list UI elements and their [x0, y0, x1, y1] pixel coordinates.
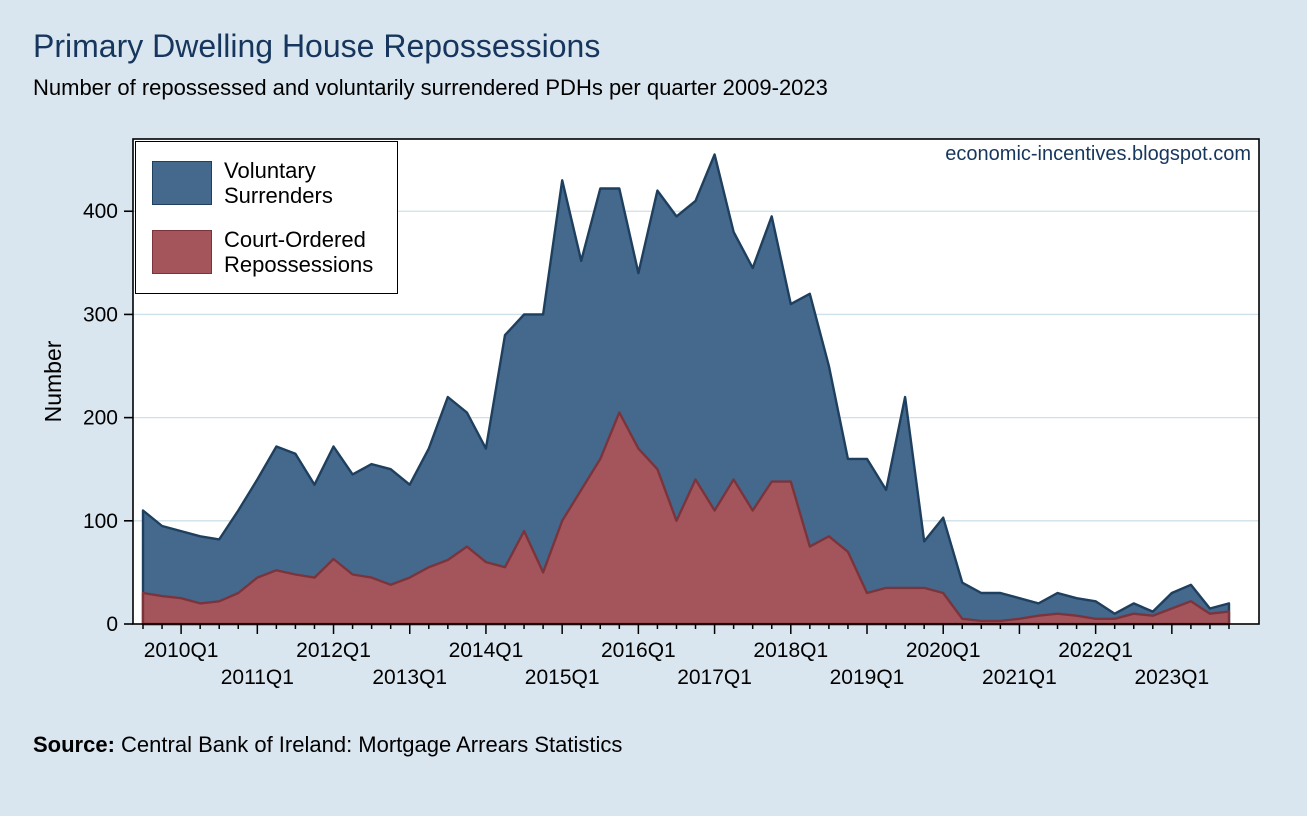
legend-label-court-ordered-repossessions: Court-Ordered Repossessions	[224, 227, 373, 278]
legend-label-line: Voluntary	[224, 158, 316, 183]
chart-subtitle: Number of repossessed and voluntarily su…	[33, 75, 828, 100]
page: Primary Dwelling House Repossessions Num…	[33, 28, 1283, 758]
legend-swatch-voluntary-surrenders	[152, 161, 212, 206]
svg-text:400: 400	[83, 200, 118, 223]
svg-text:2015Q1: 2015Q1	[525, 666, 600, 689]
svg-text:300: 300	[83, 303, 118, 326]
repossessions-stacked-area-chart: 01002003004002010Q12011Q12012Q12013Q1201…	[40, 138, 1260, 689]
svg-text:2022Q1: 2022Q1	[1058, 639, 1133, 662]
svg-text:200: 200	[83, 407, 118, 430]
svg-text:2017Q1: 2017Q1	[677, 666, 752, 689]
svg-text:0: 0	[106, 613, 118, 636]
watermark-text: economic-incentives.blogspot.com	[945, 143, 1251, 165]
svg-text:2014Q1: 2014Q1	[449, 639, 524, 662]
svg-text:Number: Number	[40, 340, 66, 422]
legend: Voluntary Surrenders Court-Ordered Reposse…	[135, 141, 399, 295]
svg-text:100: 100	[83, 510, 118, 533]
legend-label-line: Surrenders	[224, 183, 333, 209]
svg-text:2013Q1: 2013Q1	[372, 666, 447, 689]
svg-text:2019Q1: 2019Q1	[830, 666, 905, 689]
legend-item-court-ordered-repossessions: Court-Ordered Repossessions	[152, 227, 373, 278]
legend-label-line: Repossessions	[224, 251, 374, 277]
page-title: Primary Dwelling House Repossessions	[33, 28, 601, 64]
svg-text:2016Q1: 2016Q1	[601, 639, 676, 662]
legend-label-line: Court-Ordered	[224, 226, 366, 252]
legend-label-voluntary-surrenders: Voluntary Surrenders	[224, 158, 333, 209]
svg-text:2023Q1: 2023Q1	[1134, 666, 1209, 689]
legend-item-voluntary-surrenders: Voluntary Surrenders	[152, 158, 373, 209]
svg-text:2011Q1: 2011Q1	[221, 666, 294, 689]
source-text: Central Bank of Ireland: Mortgage Arrear…	[121, 732, 623, 757]
svg-text:2018Q1: 2018Q1	[753, 639, 828, 662]
svg-text:2012Q1: 2012Q1	[296, 639, 371, 662]
svg-text:2020Q1: 2020Q1	[906, 639, 981, 662]
source-label: Source:	[33, 732, 115, 757]
legend-swatch-court-ordered-repossessions	[152, 229, 212, 274]
svg-text:2010Q1: 2010Q1	[144, 639, 219, 662]
chart-area: Voluntary Surrenders Court-Ordered Reposse…	[33, 127, 1273, 712]
source-note: Source: Central Bank of Ireland: Mortgag…	[33, 732, 1283, 758]
svg-text:2021Q1: 2021Q1	[982, 666, 1057, 689]
